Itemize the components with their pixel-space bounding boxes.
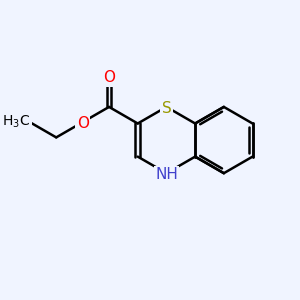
Text: O: O xyxy=(103,70,115,86)
Text: NH: NH xyxy=(155,167,178,182)
Text: S: S xyxy=(162,101,171,116)
Text: H$_3$C: H$_3$C xyxy=(2,114,30,130)
Text: O: O xyxy=(76,116,88,131)
